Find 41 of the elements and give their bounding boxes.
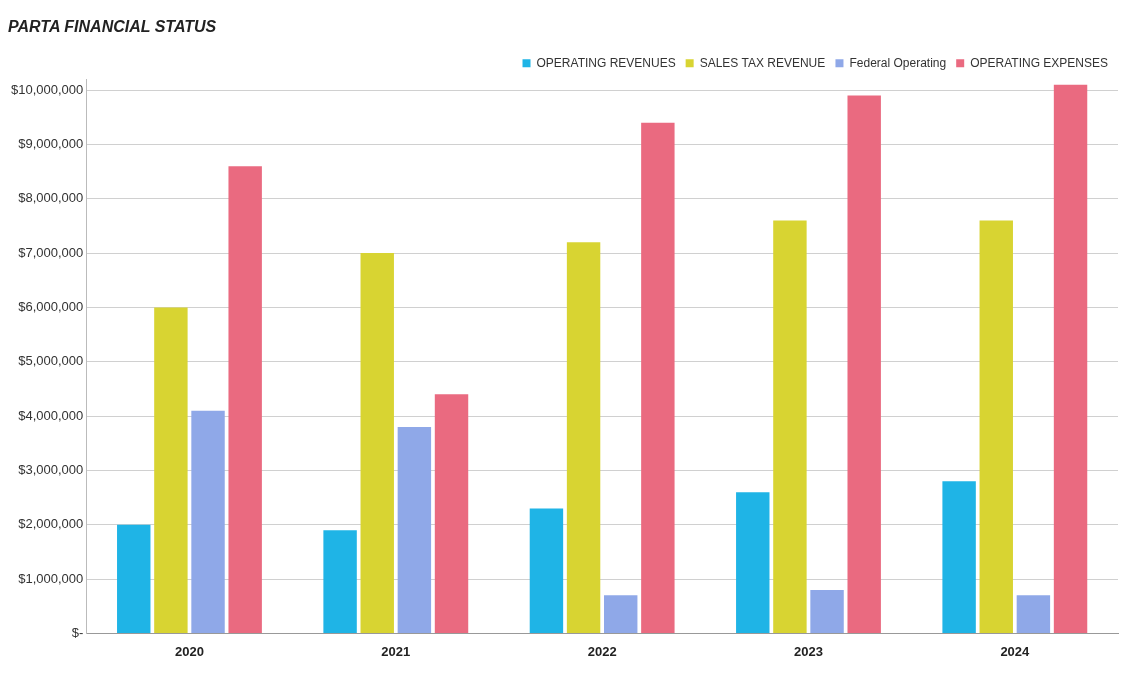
bar bbox=[736, 492, 770, 633]
bar bbox=[360, 253, 394, 633]
bar bbox=[191, 410, 225, 633]
legend-label: OPERATING EXPENSES bbox=[970, 55, 1108, 70]
legend-label: OPERATING REVENUES bbox=[536, 55, 676, 70]
y-tick-label: $- bbox=[71, 624, 84, 640]
bar bbox=[117, 524, 151, 633]
y-tick-label: $1,000,000 bbox=[18, 570, 84, 586]
y-tick-label: $5,000,000 bbox=[18, 353, 84, 369]
bar bbox=[847, 95, 881, 633]
bar bbox=[1016, 595, 1051, 633]
bar bbox=[641, 122, 675, 633]
bar bbox=[810, 589, 844, 633]
x-tick-label: 2022 bbox=[587, 643, 617, 659]
x-tick-label: 2020 bbox=[175, 643, 204, 659]
bar bbox=[566, 242, 601, 633]
legend-label: SALES TAX REVENUE bbox=[699, 55, 826, 70]
y-tick-label: $3,000,000 bbox=[18, 461, 84, 477]
bar bbox=[228, 166, 262, 633]
y-tick-label: $10,000,000 bbox=[11, 81, 84, 97]
y-tick-label: $4,000,000 bbox=[18, 407, 84, 423]
bar bbox=[604, 595, 638, 633]
bar bbox=[434, 394, 469, 633]
x-tick-label: 2024 bbox=[1000, 643, 1031, 659]
y-tick-label: $8,000,000 bbox=[18, 190, 84, 206]
y-tick-label: $7,000,000 bbox=[18, 244, 84, 260]
bar bbox=[773, 220, 807, 633]
y-tick-label: $6,000,000 bbox=[18, 298, 84, 314]
bar bbox=[154, 307, 188, 633]
y-tick-label: $9,000,000 bbox=[18, 135, 84, 151]
bar bbox=[979, 220, 1013, 633]
y-tick-label: $2,000,000 bbox=[18, 516, 84, 532]
x-tick-label: 2023 bbox=[794, 643, 823, 659]
x-tick-label: 2021 bbox=[381, 643, 411, 659]
legend-label: Federal Operating bbox=[849, 55, 947, 70]
bar bbox=[942, 481, 976, 633]
bar bbox=[1053, 84, 1088, 633]
bar bbox=[397, 426, 432, 633]
bar bbox=[323, 530, 357, 633]
bar bbox=[529, 508, 564, 633]
chart-title: PARTA FINANCIAL STATUS bbox=[8, 18, 217, 36]
